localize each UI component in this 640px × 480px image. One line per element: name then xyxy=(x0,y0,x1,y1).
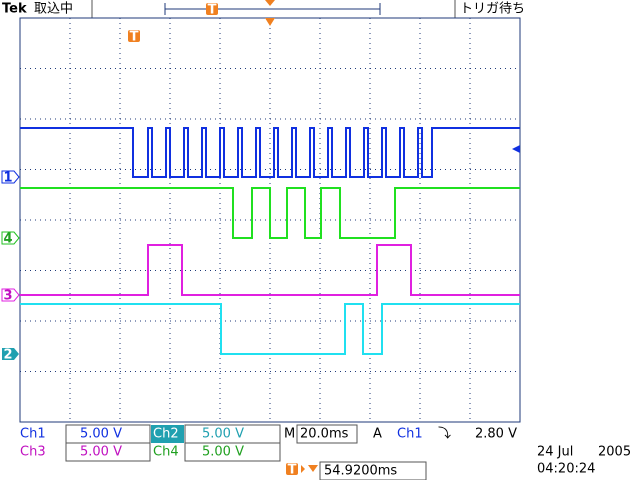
brand: Tek xyxy=(2,2,27,17)
ch3-marker: 3 xyxy=(3,289,12,304)
ch4-scale: 5.00 V xyxy=(202,445,244,460)
trigger-state: トリガ待ち xyxy=(460,2,525,17)
year: 2005 xyxy=(598,445,631,460)
trigger-mode: A xyxy=(373,427,382,442)
trigger-marker: T xyxy=(130,30,139,45)
ch2-label: Ch2 xyxy=(153,427,179,442)
date: 24 Jul xyxy=(537,445,573,460)
timebase-label: M xyxy=(284,427,295,442)
trigger-position-marker: T xyxy=(208,3,217,18)
ch2-scale: 5.00 V xyxy=(202,427,244,442)
ch4-label: Ch4 xyxy=(153,445,179,460)
ch1-label: Ch1 xyxy=(20,427,46,442)
time: 04:20:24 xyxy=(537,462,595,477)
ch2-marker: 2 xyxy=(3,348,12,363)
ch3-label: Ch3 xyxy=(20,445,46,460)
trigger-source: Ch1 xyxy=(397,427,423,442)
ch1-marker: 1 xyxy=(3,171,12,186)
ch1-scale: 5.00 V xyxy=(80,427,122,442)
timebase: 20.0ms xyxy=(300,427,349,442)
ch3-scale: 5.00 V xyxy=(80,445,122,460)
trigger-slope: ⤵ xyxy=(438,427,451,442)
position-marker: T xyxy=(288,463,297,478)
ch4-marker: 4 xyxy=(3,232,12,247)
trigger-level: 2.80 V xyxy=(475,427,517,442)
status: 取込中 xyxy=(34,2,73,17)
position: 54.9200ms xyxy=(324,464,397,479)
